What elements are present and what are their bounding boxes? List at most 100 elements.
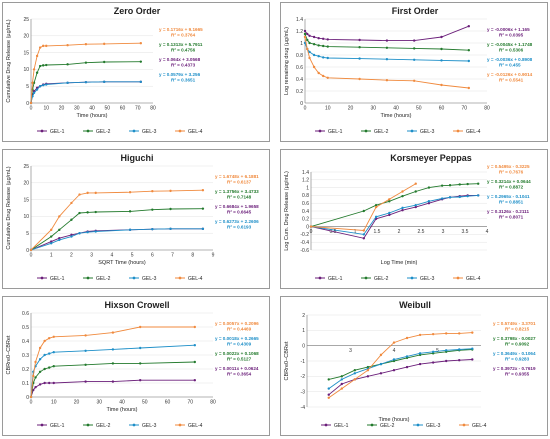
trendline-equation: y = 0.0011x + 0.0624 [215, 366, 259, 371]
legend-label: GEL-3 [142, 276, 157, 282]
data-point-gel-1 [440, 35, 443, 39]
legend-label: GEL-2 [374, 129, 389, 135]
data-point-gel-4 [58, 215, 61, 218]
x-tick-label: 1 [50, 253, 53, 259]
data-point-gel-4 [48, 337, 51, 340]
x-tick-label: 10 [325, 106, 331, 112]
data-point-gel-1 [388, 213, 391, 217]
data-point-gel-3 [353, 372, 357, 375]
data-point-gel-4 [103, 42, 106, 46]
trendline-equation: y = 0.1716x + 9.1665 [159, 27, 203, 32]
legend-label: GEL-1 [334, 423, 349, 429]
chart-title: Hixson Crowell [104, 300, 169, 310]
data-point-gel-4 [78, 193, 81, 196]
x-tick-label: 30 [74, 106, 80, 112]
y-tick-label: 0.1 [22, 381, 29, 387]
data-point-gel-1 [70, 233, 73, 237]
data-point-gel-3 [358, 57, 361, 60]
y-tick-label: 25 [23, 17, 29, 23]
x-tick-label: 10 [43, 106, 49, 112]
legend-marker [318, 276, 322, 280]
x-axis-label: Time (hours) [379, 417, 410, 423]
x-tick-label: 60 [439, 106, 445, 112]
data-point-gel-1 [362, 237, 365, 240]
data-point-gel-1 [366, 375, 370, 378]
x-tick-label: 80 [150, 106, 156, 112]
x-tick-label: 20 [59, 106, 65, 112]
chart-first: First Order 0 0.2 0.4 0.6 0.8 1 1.2 1.4 0 10 20 30 40… [284, 6, 533, 135]
data-point-gel-4 [405, 336, 409, 340]
data-point-gel-1 [413, 39, 416, 42]
data-point-gel-4 [45, 44, 48, 48]
x-tick-label: 80 [484, 106, 490, 112]
trendline-r2: R² = 0.4373 [171, 63, 196, 68]
data-point-gel-4 [362, 229, 365, 232]
data-point-gel-4 [340, 387, 343, 390]
data-point-gel-1 [327, 393, 330, 396]
x-tick-label: 40 [393, 106, 399, 112]
trendline-r2: R² = 0.8071 [499, 215, 524, 220]
data-point-gel-3 [58, 238, 61, 242]
data-point-gel-4 [43, 339, 46, 343]
data-point-gel-2 [326, 45, 329, 48]
data-point-gel-3 [427, 200, 431, 203]
trendline-r2: R² = 0.9355 [505, 372, 530, 377]
data-point-gel-4 [440, 83, 443, 87]
y-tick-label: 0.4 [302, 209, 309, 215]
data-point-gel-3 [84, 349, 87, 352]
chart-title: Higuchi [121, 153, 154, 163]
x-tick-label: 2 [70, 253, 73, 259]
data-point-gel-2 [414, 190, 417, 193]
legend-label: GEL-2 [96, 276, 111, 282]
data-point-gel-4 [34, 360, 37, 364]
data-point-gel-1 [427, 202, 431, 205]
data-point-gel-3 [84, 80, 88, 84]
data-point-gel-1 [38, 383, 42, 386]
data-point-gel-3 [448, 196, 452, 199]
data-point-gel-2 [303, 32, 307, 36]
legend-marker [416, 423, 420, 427]
legend-label: GEL-4 [472, 423, 487, 429]
data-point-gel-4 [128, 191, 132, 194]
y-tick-label: 20 [23, 181, 29, 187]
data-point-gel-1 [303, 29, 307, 33]
data-point-gel-1 [50, 240, 53, 243]
data-point-gel-3 [32, 91, 36, 95]
x-tick-label: 70 [187, 400, 193, 406]
data-point-gel-4 [32, 68, 36, 71]
x-tick-label: 3 [90, 253, 93, 259]
trendline-r2: R² = 0.3651 [171, 78, 196, 83]
panel-first-order: First Order 0 0.2 0.4 0.6 0.8 1 1.2 1.4 0 10 20 30 40… [280, 2, 548, 142]
y-tick-label: -0.6 [300, 248, 309, 254]
data-point-gel-1 [392, 369, 396, 372]
series-line-gel-4 [30, 42, 141, 104]
series-line-gel-3 [30, 344, 195, 398]
panel-hixson-crowell: Hixson Crowell 0 0.1 0.2 0.3 0.4 0.5 0.6 0 10 20 30… [2, 296, 270, 436]
data-point-gel-4 [50, 228, 53, 232]
x-tick-label: 0.5 [330, 229, 337, 235]
x-tick-label: 2.5 [418, 229, 425, 235]
y-tick-label: 0.6 [296, 65, 303, 71]
data-point-gel-1 [405, 365, 409, 369]
chart-higuchi: Higuchi 0 5 10 15 20 25 0 1 2 3 4 5 6 7 8 9 SQRT Time (ho… [6, 153, 259, 282]
trendline-equation: y = 0.6273x + 2.2606 [215, 219, 259, 224]
data-point-gel-1 [458, 359, 461, 362]
legend-marker [370, 423, 374, 427]
x-axis-label: SQRT Time (hours) [98, 260, 146, 266]
data-point-gel-4 [84, 334, 87, 337]
series-line-gel-3 [310, 194, 479, 235]
data-point-gel-1 [111, 380, 115, 383]
data-point-gel-4 [401, 190, 404, 193]
data-point-gel-3 [467, 59, 470, 63]
x-tick-label: 50 [142, 400, 148, 406]
data-point-gel-4 [306, 47, 309, 51]
trendline-equation: y = -0.0006x + 1.165 [487, 27, 530, 32]
data-point-gel-3 [362, 233, 365, 236]
trendline-equation: y = 0.0057x + 0.2096 [215, 321, 259, 326]
data-point-gel-1 [139, 379, 142, 382]
y-tick-label: -0.2 [300, 232, 309, 238]
x-tick-label: 7 [171, 253, 174, 259]
data-point-gel-4 [374, 205, 378, 209]
x-tick-label: 6 [151, 253, 154, 259]
